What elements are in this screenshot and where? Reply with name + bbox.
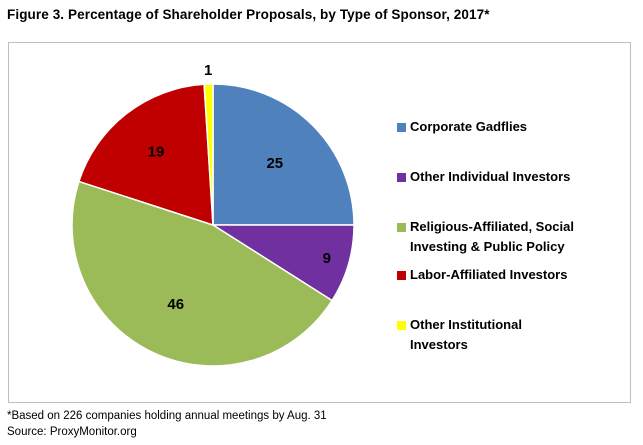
- legend-swatch-corporate-gadflies: [397, 123, 406, 132]
- legend-label-line: Investing & Public Policy: [410, 239, 565, 254]
- legend-label-line: Labor-Affiliated Investors: [410, 267, 568, 282]
- legend-label-religious-social-public-policy: Religious-Affiliated, Social Investing & …: [410, 217, 574, 257]
- legend-swatch-labor-affiliated-investors: [397, 271, 406, 280]
- pie-slice-religious-social-public-policy: [71, 180, 334, 367]
- data-label-other-individual-investors: 9: [323, 250, 331, 267]
- legend-label-line: Investors: [410, 337, 468, 352]
- chart-title: Figure 3. Percentage of Shareholder Prop…: [7, 7, 490, 22]
- pie-slice-corporate-gadflies: [212, 83, 355, 226]
- data-label-other-institutional-investors: 1: [204, 62, 212, 79]
- legend-label-line: Other Individual Investors: [410, 169, 571, 184]
- legend-label-line: Corporate Gadflies: [410, 119, 528, 134]
- legend-label-other-institutional-investors: Other Institutional Investors: [410, 315, 522, 355]
- legend-label-line: Other Institutional: [410, 317, 522, 332]
- data-label-corporate-gadflies: 25: [266, 155, 283, 172]
- legend-label-corporate-gadflies: Corporate Gadflies: [410, 117, 527, 137]
- data-label-labor-affiliated-investors: 19: [148, 143, 165, 160]
- legend-label-labor-affiliated-investors: Labor-Affiliated Investors: [410, 265, 567, 285]
- footnote-source: Source: ProxyMonitor.org: [7, 426, 137, 438]
- legend-swatch-other-institutional-investors: [397, 321, 406, 330]
- pie-slice-labor-affiliated-investors: [77, 83, 214, 227]
- footnote-note: *Based on 226 companies holding annual m…: [7, 410, 327, 422]
- pie-chart: 25 9 46 19 1: [71, 62, 355, 367]
- legend-label-line: Religious-Affiliated, Social: [410, 219, 574, 234]
- footnote: *Based on 226 companies holding annual m…: [7, 408, 327, 440]
- legend-label-other-individual-investors: Other Individual Investors: [410, 167, 570, 187]
- legend-swatch-other-individual-investors: [397, 173, 406, 182]
- pie-slice-other-individual-investors: [210, 224, 355, 302]
- legend-swatch-religious-social-public-policy: [397, 223, 406, 232]
- pie-slice-other-institutional-investors: [203, 83, 214, 226]
- data-label-religious-social-public-policy: 46: [167, 296, 184, 313]
- chart-area: 25 9 46 19 1 Corporate Gadflies Other Individ…: [8, 42, 631, 403]
